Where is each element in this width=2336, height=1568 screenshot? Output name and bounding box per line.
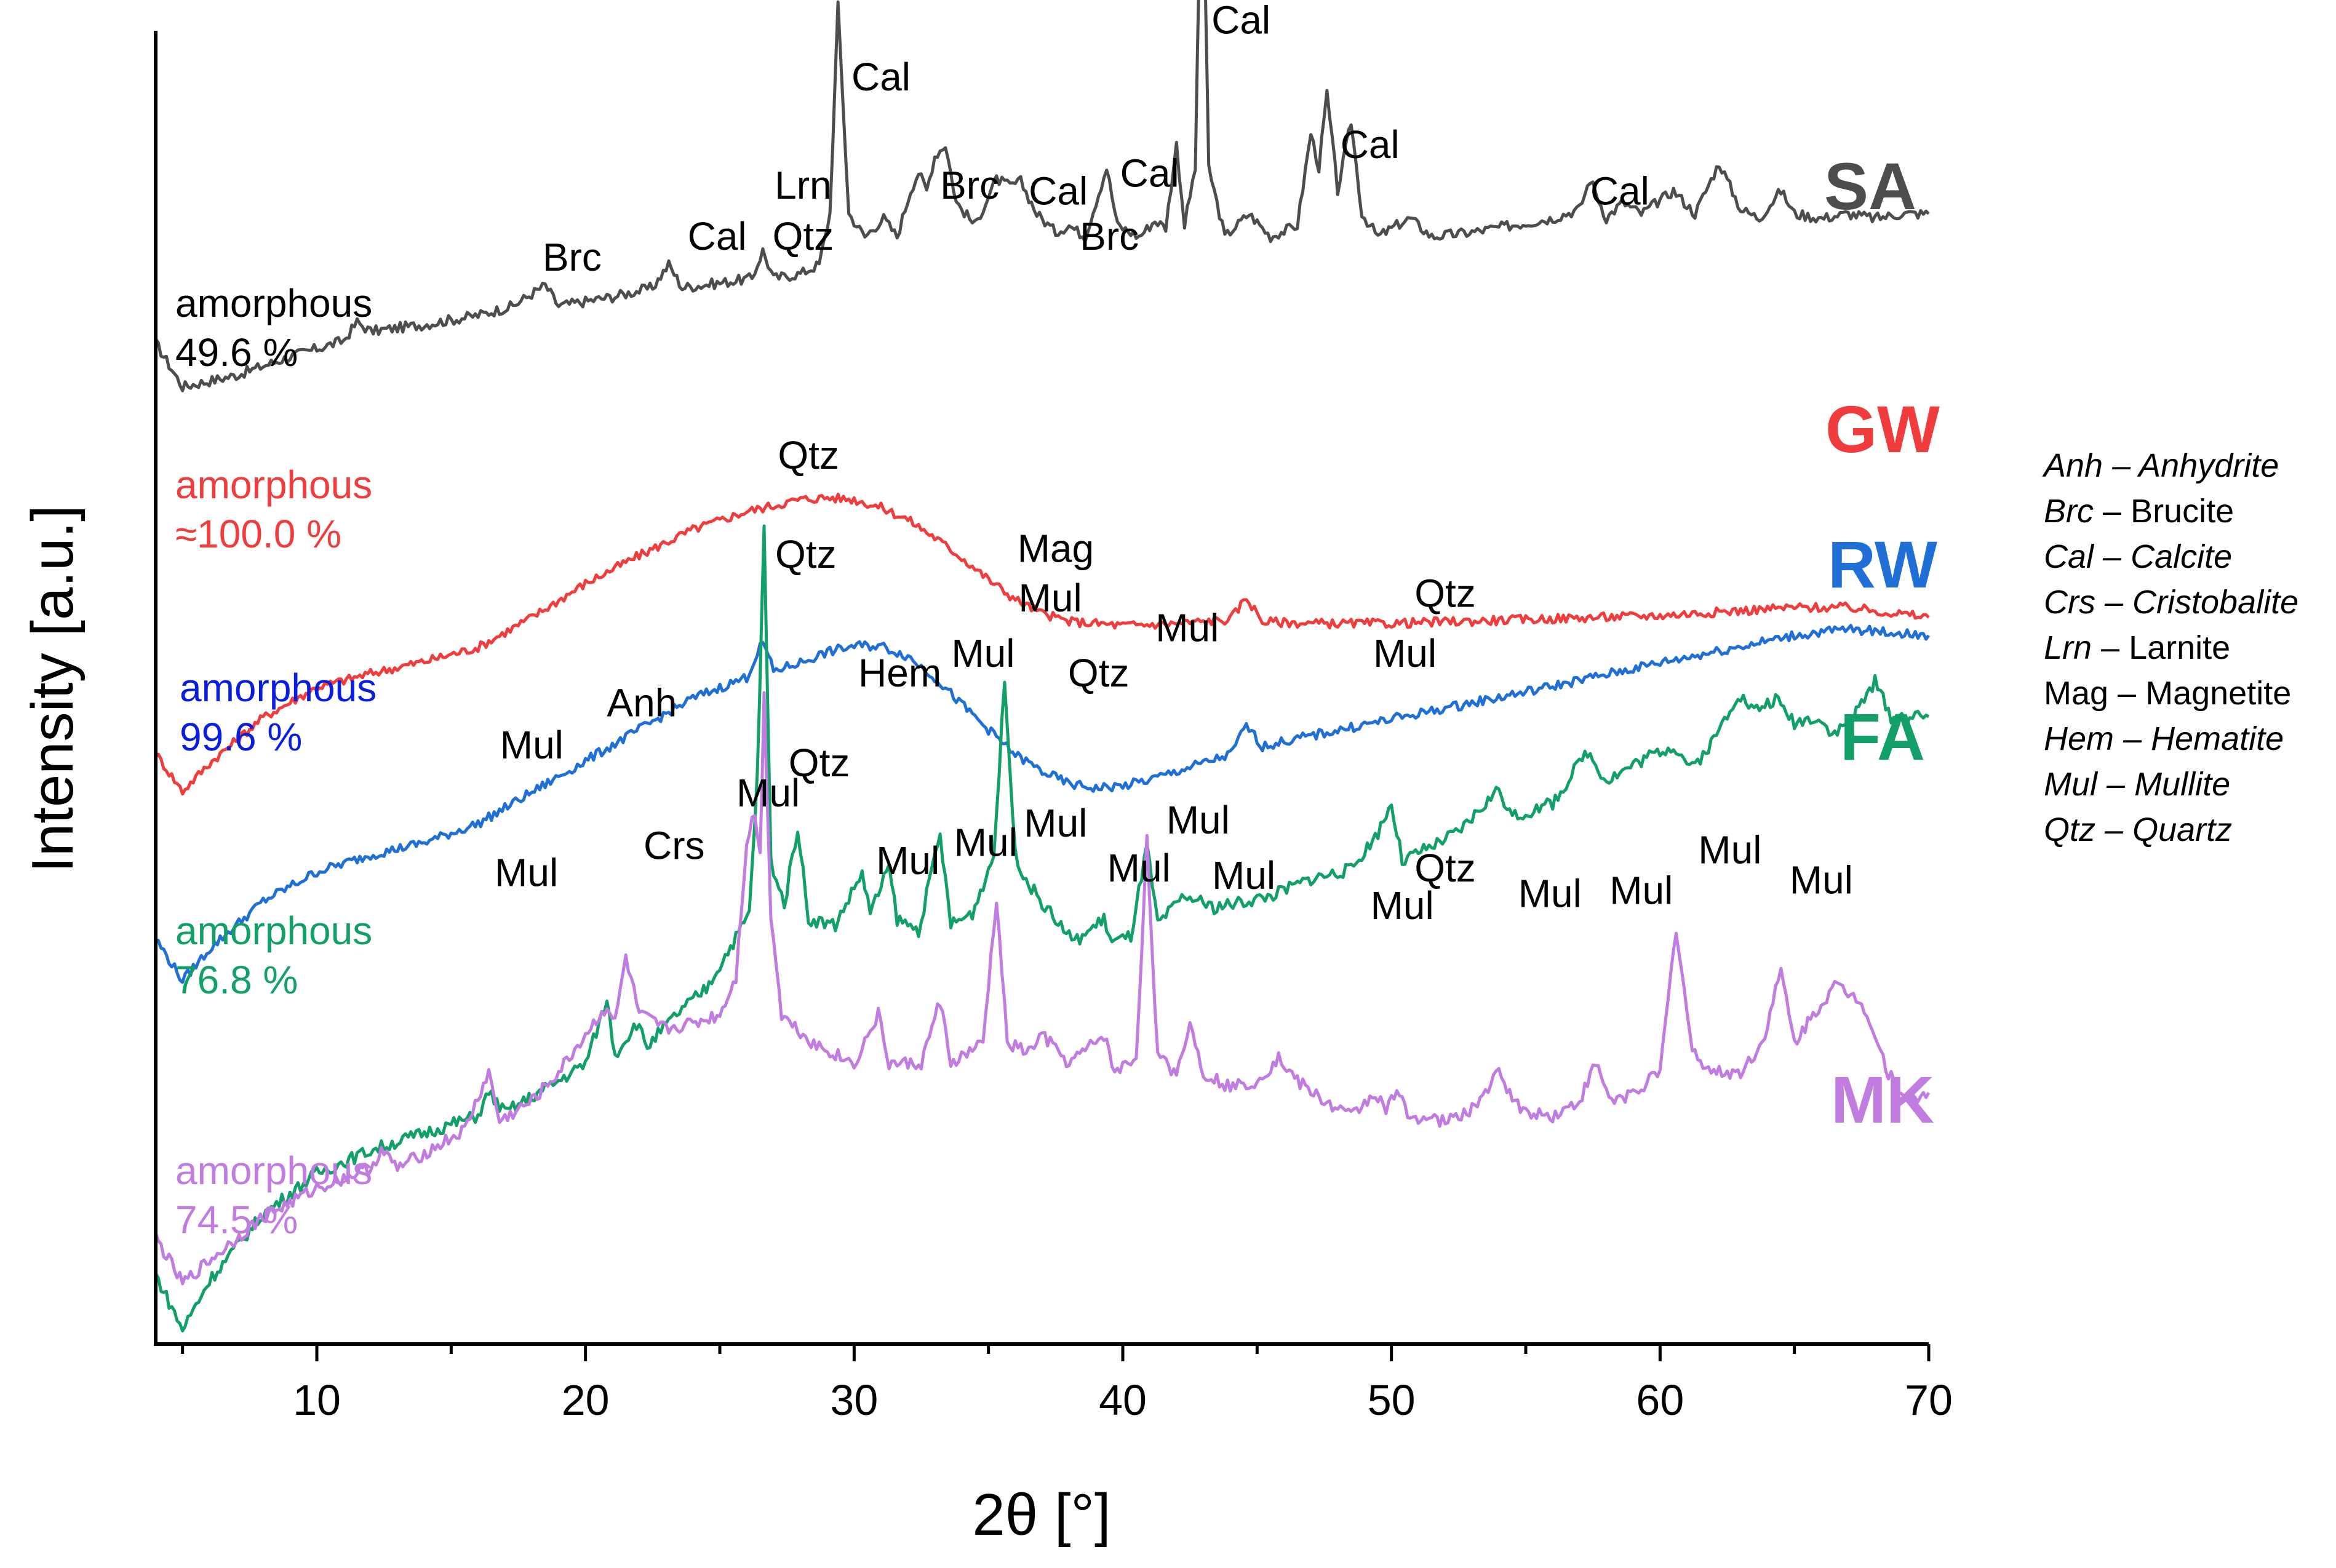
amorphous-label-gw: amorphous xyxy=(175,463,372,507)
peak-label: Mul xyxy=(1019,576,1082,620)
legend: Anh – Anhydrite Brc – Brucite Cal – Calcit… xyxy=(2042,447,2298,848)
peak-label: Mul xyxy=(1024,801,1087,845)
peak-label: Hem xyxy=(858,651,941,695)
peak-label: Mul xyxy=(1373,631,1437,675)
series-line-gw xyxy=(154,492,1930,796)
series-line-rw xyxy=(155,624,1931,984)
peak-label: Mul xyxy=(1212,853,1275,897)
legend-entry: Lrn – Larnite xyxy=(2044,629,2230,666)
x-tick-label: 20 xyxy=(562,1376,610,1424)
x-tick-label: 30 xyxy=(830,1376,878,1424)
peak-label: Qtz xyxy=(1414,846,1476,890)
peak-label: Qtz xyxy=(1068,651,1130,695)
legend-entry: Brc – Brucite xyxy=(2044,493,2234,530)
peak-label: Qtz xyxy=(1414,571,1476,615)
peak-label: Mul xyxy=(736,771,800,815)
series-label-mk: MK xyxy=(1831,1062,1934,1137)
peak-label: Qtz xyxy=(778,433,839,477)
series-line-mk xyxy=(154,691,1931,1286)
legend-entry: Mul – Mullite xyxy=(2044,766,2230,803)
x-tick-label: 70 xyxy=(1905,1376,1953,1424)
peak-label: Mul xyxy=(1518,871,1582,915)
peak-label: Qtz xyxy=(789,741,850,785)
series-line-fa xyxy=(154,524,1930,1333)
peak-label: Cal xyxy=(1120,151,1179,195)
peak-label: Cal xyxy=(1590,169,1649,213)
amorphous-label-sa: amorphous xyxy=(175,281,372,325)
peak-label: Mul xyxy=(876,838,939,883)
peak-label: Cal xyxy=(1211,0,1270,42)
series-line-sa xyxy=(154,0,1930,392)
amorphous-label-fa: 76.8 % xyxy=(175,958,298,1002)
peak-label: Anh xyxy=(607,681,677,725)
axes-group xyxy=(154,31,1929,1346)
peak-label: Cal xyxy=(851,55,911,99)
legend-entry: Hem – Hematite xyxy=(2044,720,2284,757)
peak-label: Cal xyxy=(1029,169,1088,213)
peak-label: Mul xyxy=(1371,883,1434,928)
legend-entry: Cal – Calcite xyxy=(2044,538,2232,575)
peak-label: Brc xyxy=(940,163,999,207)
legend-entry: Crs – Cristobalite xyxy=(2044,584,2298,621)
peak-label: Mul xyxy=(1155,606,1219,650)
peak-label: Mul xyxy=(1166,798,1230,842)
series-label-rw: RW xyxy=(1828,527,1937,602)
amorphous-label-mk: 74.5 % xyxy=(175,1198,298,1242)
peak-label: Mul xyxy=(1790,858,1853,902)
legend-entry: Mag – Magnetite xyxy=(2044,675,2291,712)
legend-entry: Qtz – Quartz xyxy=(2044,811,2232,848)
legend-entry: Anh – Anhydrite xyxy=(2042,447,2279,484)
x-axis-title: 2θ [°] xyxy=(972,1482,1110,1548)
x-tick-label: 60 xyxy=(1636,1376,1684,1424)
amorphous-label-gw: ≈100.0 % xyxy=(175,512,341,556)
peak-label: Mul xyxy=(954,821,1018,865)
peak-label: Cal xyxy=(1341,122,1400,167)
peak-label: Mul xyxy=(495,850,558,894)
peak-label: Brc xyxy=(543,235,602,279)
series-label-sa: SA xyxy=(1824,149,1916,223)
peak-label: Mul xyxy=(1609,869,1673,913)
series-label-gw: GW xyxy=(1825,392,1940,466)
x-tick-label: 10 xyxy=(293,1376,341,1424)
amorphous-label-rw: amorphous xyxy=(180,666,377,710)
series-labels-group: SA GW RW FA MK xyxy=(1824,149,1940,1137)
amorphous-label-fa: amorphous xyxy=(175,909,372,953)
peak-label: Mag xyxy=(1018,526,1094,570)
series-label-fa: FA xyxy=(1840,699,1925,774)
peak-label: Lrn xyxy=(775,163,832,207)
peak-label: Mul xyxy=(1698,828,1761,872)
series-group xyxy=(154,0,1931,1333)
x-tick-label: 50 xyxy=(1368,1376,1416,1424)
amorphous-label-mk: amorphous xyxy=(175,1148,372,1193)
peak-label: Qtz xyxy=(775,532,837,576)
amorphous-label-sa: 49.6 % xyxy=(175,330,298,375)
peak-label: Cal xyxy=(688,214,747,258)
amorphous-label-rw: 99.6 % xyxy=(180,715,302,759)
x-ticks-group: 10 20 30 40 50 60 70 xyxy=(181,1344,1953,1424)
peak-label: Brc xyxy=(1080,214,1139,258)
x-tick-label: 40 xyxy=(1099,1376,1147,1424)
peak-label: Mul xyxy=(951,631,1015,675)
peak-label: Crs xyxy=(644,823,705,867)
peak-label: Mul xyxy=(1107,846,1171,890)
peak-label: Mul xyxy=(500,723,564,767)
y-axis-title: Intensity [a.u.] xyxy=(20,505,86,873)
amorphous-labels-group: amorphous 49.6 % amorphous ≈100.0 % amorphou… xyxy=(175,281,377,1242)
peak-label: Qtz xyxy=(773,214,834,258)
